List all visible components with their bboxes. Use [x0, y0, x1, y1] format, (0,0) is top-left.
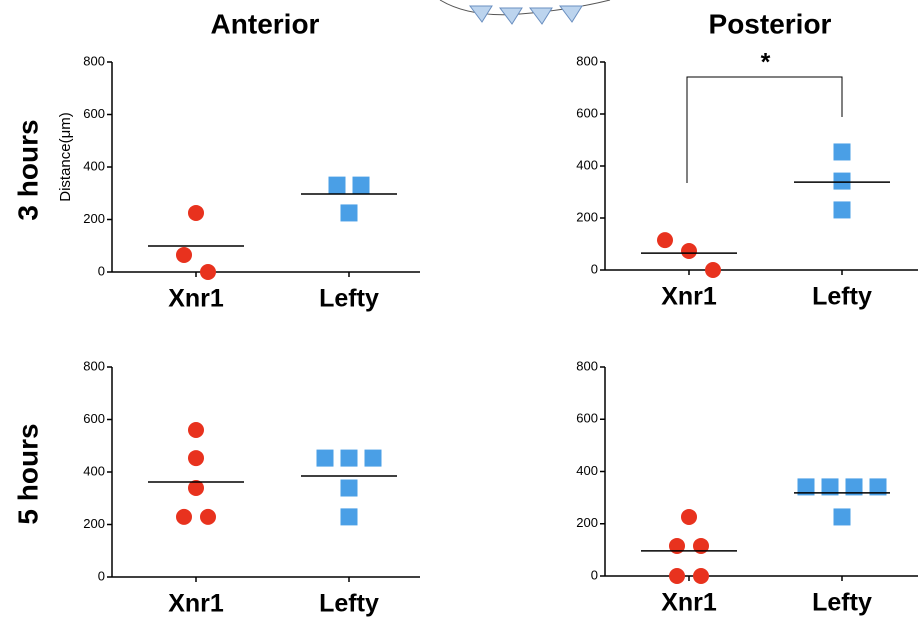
y-tick-label: 400: [83, 463, 105, 478]
y-tick-label: 0: [98, 568, 105, 583]
y-tick-label: 600: [576, 411, 598, 426]
data-point: [657, 232, 673, 248]
y-tick-label: 600: [576, 105, 598, 120]
data-point: [200, 264, 216, 280]
data-point: [176, 247, 192, 263]
y-tick-label: 800: [83, 358, 105, 373]
data-point: [681, 509, 697, 525]
data-point: [834, 508, 851, 525]
data-point: [329, 177, 346, 194]
x-tick-label: Xnr1: [168, 285, 224, 313]
y-tick-label: 400: [576, 463, 598, 478]
data-point: [669, 568, 685, 584]
significance-bracket: [687, 77, 842, 183]
data-point: [834, 173, 851, 190]
data-point: [188, 205, 204, 221]
data-point: [341, 508, 358, 525]
x-tick-label: Lefty: [319, 285, 379, 313]
y-tick-label: 0: [98, 263, 105, 278]
data-point: [834, 143, 851, 160]
data-point: [353, 177, 370, 194]
data-point: [705, 262, 721, 278]
column-title: Posterior: [709, 8, 832, 39]
y-tick-label: 0: [591, 261, 598, 276]
data-point: [341, 480, 358, 497]
y-tick-label: 800: [83, 53, 105, 68]
data-point: [176, 509, 192, 525]
data-point: [365, 450, 382, 467]
significance-label: *: [761, 49, 771, 77]
data-point: [317, 450, 334, 467]
x-tick-label: Lefty: [812, 589, 872, 617]
y-tick-label: 400: [576, 157, 598, 172]
y-tick-label: 200: [576, 515, 598, 530]
x-tick-label: Lefty: [319, 590, 379, 618]
y-tick-label: 600: [83, 106, 105, 121]
figure: Anterior Posterior 3 hours 5 hours 0 200 4…: [0, 0, 918, 618]
column-title: Anterior: [211, 8, 320, 39]
data-point: [834, 201, 851, 218]
data-point: [188, 422, 204, 438]
data-point: [681, 243, 697, 259]
y-axis-label: Distance(μm): [57, 112, 74, 202]
y-tick-label: 800: [576, 358, 598, 373]
x-tick-label: Lefty: [812, 283, 872, 311]
data-point: [341, 204, 358, 221]
row-title: 5 hours: [12, 423, 43, 524]
y-tick-label: 800: [576, 53, 598, 68]
y-tick-label: 200: [83, 211, 105, 226]
y-tick-label: 600: [83, 411, 105, 426]
data-point: [188, 450, 204, 466]
embryo-illustration: [440, 0, 610, 24]
y-tick-label: 200: [83, 516, 105, 531]
y-tick-label: 400: [83, 158, 105, 173]
data-point: [200, 509, 216, 525]
row-title: 3 hours: [12, 119, 43, 220]
data-point: [341, 450, 358, 467]
x-tick-label: Xnr1: [661, 283, 717, 311]
x-tick-label: Xnr1: [168, 590, 224, 618]
y-tick-label: 200: [576, 209, 598, 224]
x-tick-label: Xnr1: [661, 589, 717, 617]
y-tick-label: 0: [591, 567, 598, 582]
data-point: [693, 568, 709, 584]
